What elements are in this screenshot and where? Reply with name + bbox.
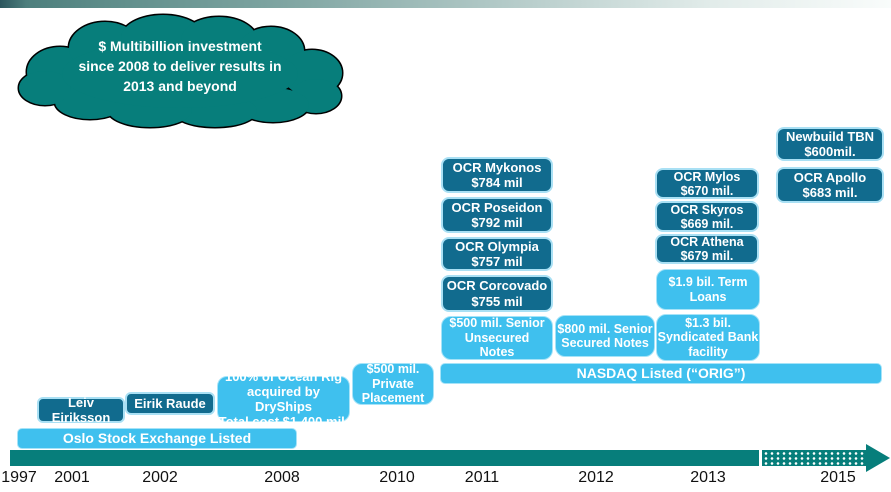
milestone-ocr-olympia: OCR Olympia $757 mil [441, 237, 553, 271]
year-label: 2013 [690, 469, 726, 486]
milestone-ocr-athena: OCR Athena $679 mil. [655, 234, 759, 264]
year-label: 2015 [820, 469, 856, 486]
year-label: 2010 [379, 469, 415, 486]
timeline-bar-solid [10, 450, 759, 466]
milestone-term-loans: $1.9 bil. Term Loans [656, 269, 760, 310]
milestone-oslo-listing: Oslo Stock Exchange Listed [17, 428, 297, 449]
milestone-nasdaq-listing: NASDAQ Listed (“ORIG”) [440, 363, 882, 384]
year-label: 2011 [464, 469, 500, 486]
cloud-callout: $ Multibillion investment since 2008 to … [15, 12, 345, 130]
year-label: 1997 [1, 469, 37, 486]
milestone-ocr-corcovado: OCR Corcovado $755 mil [441, 275, 553, 312]
timeline-bar-dotted [762, 450, 868, 466]
milestone-ocr-mylos: OCR Mylos $670 mil. [655, 168, 759, 199]
milestone-ocr-mykonos: OCR Mykonos $784 mil [441, 157, 553, 193]
year-label: 2012 [578, 469, 614, 486]
cloud-text: $ Multibillion investment since 2008 to … [78, 38, 282, 94]
milestone-secured-notes: $800 mil. Senior Secured Notes [555, 315, 655, 357]
year-label: 2002 [142, 469, 178, 486]
milestone-unsecured-notes: $500 mil. Senior Unsecured Notes [441, 316, 553, 360]
milestone-ocr-poseidon: OCR Poseidon $792 mil [441, 197, 553, 233]
year-label: 2008 [264, 469, 300, 486]
year-label: 2001 [54, 469, 90, 486]
milestone-private-placement: $500 mil. Private Placement [352, 362, 434, 405]
milestone-syndicated-facility: $1.3 bil. Syndicated Bank facility [656, 314, 760, 361]
milestone-eirik-raude: Eirik Raude [125, 392, 215, 415]
milestone-ocr-apollo: OCR Apollo $683 mil. [776, 167, 884, 203]
timeline-arrowhead-icon [866, 444, 890, 472]
milestone-dryships-acquisition: 100% of Ocean Rig acquired by DryShips T… [217, 369, 350, 429]
milestone-ocr-skyros: OCR Skyros $669 mil. [655, 201, 759, 232]
milestone-newbuild-tbn: Newbuild TBN $600mil. [776, 127, 884, 161]
milestone-leiv-eiriksson: Leiv Eiriksson [37, 395, 125, 425]
top-gradient-bar [0, 0, 891, 8]
